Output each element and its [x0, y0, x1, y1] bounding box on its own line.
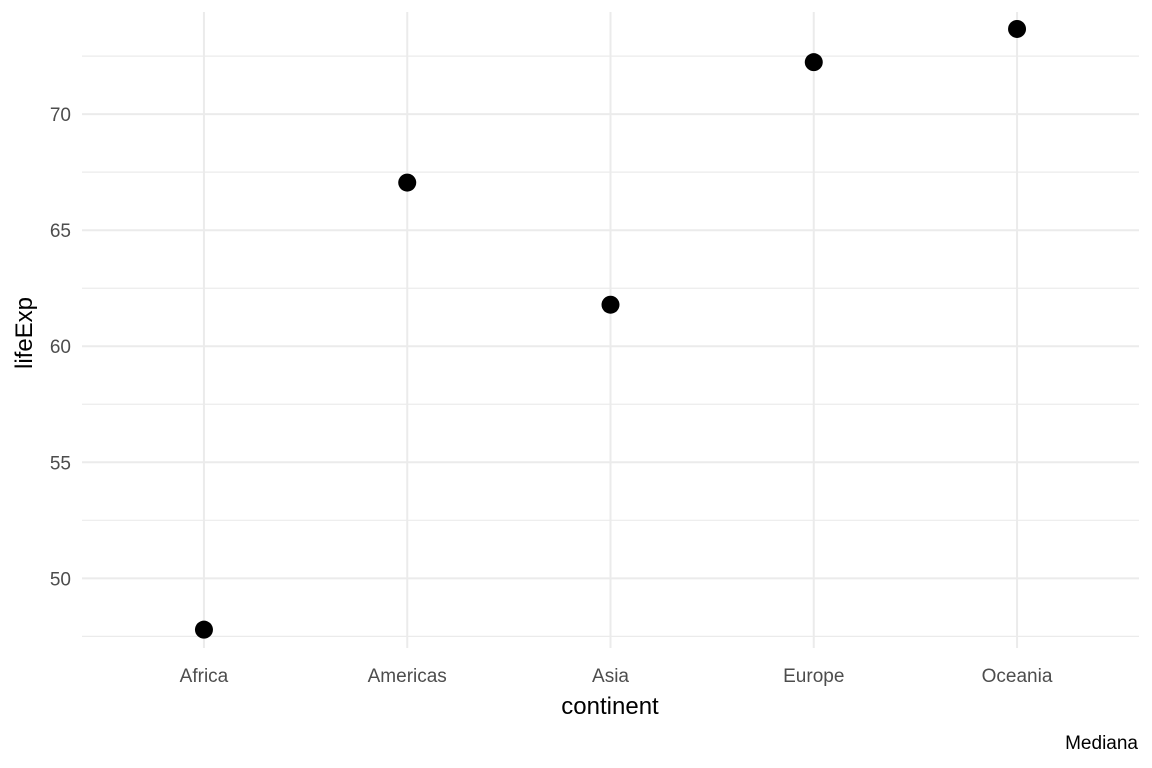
data-point [398, 173, 417, 192]
x-tick-label: Europe [783, 666, 844, 687]
data-point [194, 620, 213, 639]
y-tick-label: 50 [50, 569, 71, 590]
y-tick-label: 70 [50, 105, 71, 126]
chart-caption: Mediana [1065, 733, 1138, 754]
x-tick-label: Africa [180, 666, 229, 687]
data-point [1008, 19, 1027, 38]
x-axis-title: continent [561, 693, 659, 720]
y-axis-title: lifeExp [11, 297, 38, 369]
y-tick-label: 60 [50, 337, 71, 358]
y-tick-label: 65 [50, 221, 71, 242]
y-axis-tick-labels: 50 55 60 65 70 [50, 105, 71, 590]
x-tick-label: Americas [368, 666, 447, 687]
x-tick-label: Oceania [982, 666, 1053, 687]
major-x-gridlines [202, 12, 1019, 648]
data-point [804, 53, 823, 72]
y-tick-label: 55 [50, 453, 71, 474]
x-axis-tick-labels: Africa Americas Asia Europe Oceania [180, 666, 1053, 687]
data-points [194, 19, 1027, 639]
data-point [601, 295, 620, 314]
x-tick-label: Asia [592, 666, 629, 687]
